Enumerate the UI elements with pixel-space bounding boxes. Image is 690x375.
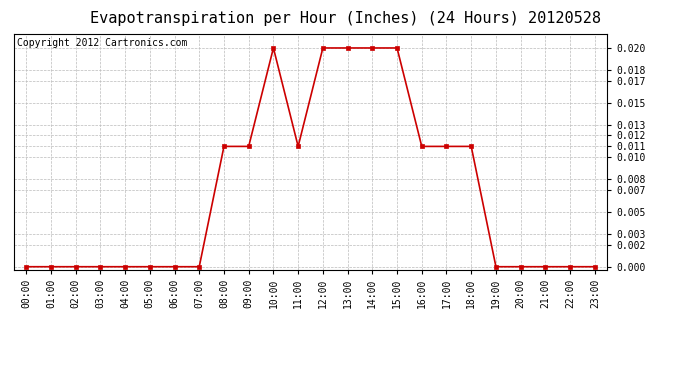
Text: Evapotranspiration per Hour (Inches) (24 Hours) 20120528: Evapotranspiration per Hour (Inches) (24… — [90, 11, 600, 26]
Text: Copyright 2012 Cartronics.com: Copyright 2012 Cartronics.com — [17, 39, 187, 48]
